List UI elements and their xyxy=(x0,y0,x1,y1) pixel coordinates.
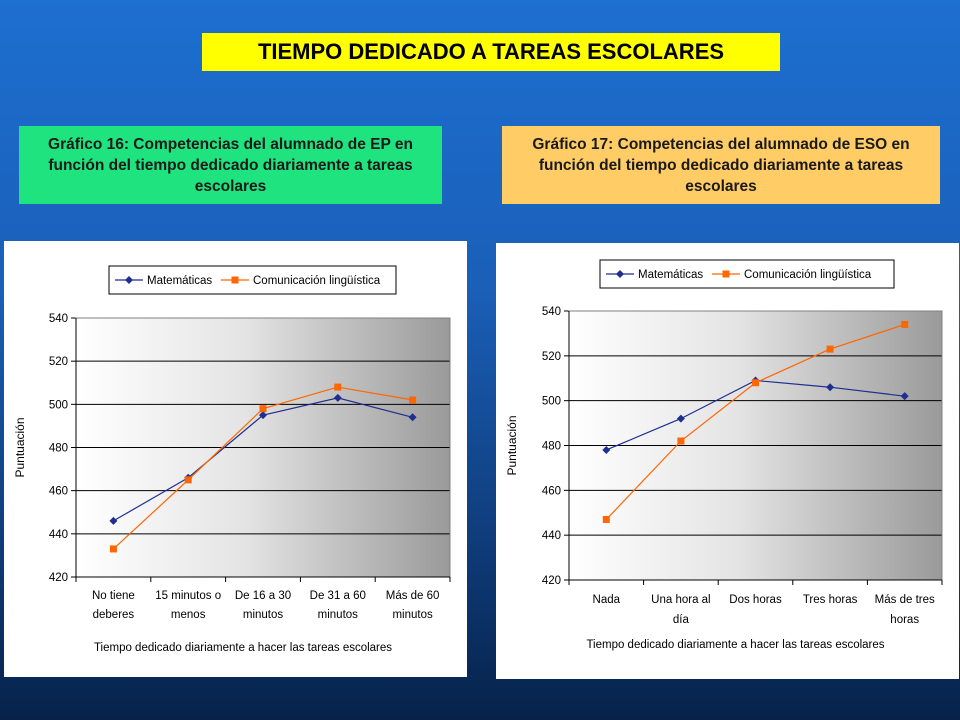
x-tick-label: menos xyxy=(171,609,206,621)
x-tick-label: deberes xyxy=(93,609,135,621)
chart-16-caption: Gráfico 16: Competencias del alumnado de… xyxy=(19,126,442,204)
x-tick-label: Una hora al xyxy=(651,594,710,606)
y-tick-label: 480 xyxy=(542,441,561,453)
y-tick-label: 500 xyxy=(49,399,68,411)
data-point-comunicacion xyxy=(901,320,909,328)
page-title: TIEMPO DEDICADO A TAREAS ESCOLARES xyxy=(202,33,780,71)
y-axis-label: Puntuación xyxy=(13,417,27,477)
y-tick-label: 540 xyxy=(542,306,561,318)
x-tick-label: 15 minutos o xyxy=(155,590,221,602)
data-point-matematicas xyxy=(109,516,118,525)
data-point-matematicas xyxy=(259,411,267,420)
y-axis-label: Puntuación xyxy=(505,415,519,475)
legend xyxy=(599,259,895,289)
legend-label-comunicacion: Comunicación lingüística xyxy=(744,269,872,281)
data-point-comunicacion xyxy=(677,437,685,445)
x-tick-label: Dos horas xyxy=(729,594,782,606)
chart-16-panel: 420 440 460 480 500 520 540 No tiene deberes 15 m… xyxy=(4,241,467,677)
x-axis-label: Tiempo dedicado diariamente a hacer las … xyxy=(94,642,392,654)
x-tick-label: minutos xyxy=(392,609,433,621)
chart-17-panel: 420 440 460 480 500 520 540 Nada Una hora al día D… xyxy=(496,243,959,679)
legend-marker-matematicas xyxy=(616,270,624,278)
x-tick-label: Nada xyxy=(593,594,621,606)
legend-marker-matematicas xyxy=(125,276,133,284)
y-tick-label: 520 xyxy=(49,356,68,368)
data-point-matematicas xyxy=(900,392,909,401)
y-tick-label: 420 xyxy=(542,575,561,587)
legend-marker-comunicacion xyxy=(231,276,239,284)
x-tick-label: Tres horas xyxy=(803,594,858,606)
x-tick-label: No tiene xyxy=(92,590,135,602)
x-tick-label: Más de tres xyxy=(875,594,935,606)
data-point-comunicacion xyxy=(826,345,834,353)
data-point-comunicacion xyxy=(409,396,417,404)
legend-label-matematicas: Matemáticas xyxy=(147,275,212,287)
data-point-comunicacion xyxy=(259,405,267,413)
chart-17: 420 440 460 480 500 520 540 Nada Una hora al día D… xyxy=(505,259,943,651)
data-point-matematicas xyxy=(333,393,342,402)
data-point-matematicas xyxy=(408,413,417,422)
legend-label-matematicas: Matemáticas xyxy=(638,269,703,281)
x-tick-label: Más de 60 xyxy=(386,590,440,602)
x-tick-label: De 31 a 60 xyxy=(310,590,366,602)
chart-16: 420 440 460 480 500 520 540 No tiene deberes 15 m… xyxy=(13,265,451,654)
y-tick-label: 420 xyxy=(49,572,68,584)
y-tick-label: 520 xyxy=(542,351,561,363)
data-point-matematicas xyxy=(676,414,685,423)
data-point-comunicacion xyxy=(184,476,192,484)
x-axis-label: Tiempo dedicado diariamente a hacer las … xyxy=(586,639,884,651)
x-tick-label: minutos xyxy=(243,609,284,621)
y-tick-label: 480 xyxy=(49,443,68,455)
y-tick-label: 540 xyxy=(49,313,68,325)
data-point-matematicas xyxy=(826,383,835,392)
x-tick-label: día xyxy=(673,614,690,626)
data-point-comunicacion xyxy=(752,379,759,387)
data-point-comunicacion xyxy=(334,383,342,391)
x-tick-label: De 16 a 30 xyxy=(235,590,291,602)
legend xyxy=(108,265,397,295)
y-tick-label: 440 xyxy=(542,530,561,542)
y-tick-label: 460 xyxy=(542,485,561,497)
data-point-comunicacion xyxy=(109,545,117,553)
legend-marker-comunicacion xyxy=(722,270,730,278)
legend-label-comunicacion: Comunicación lingüística xyxy=(253,275,381,287)
x-tick-label: minutos xyxy=(318,609,359,621)
y-tick-label: 440 xyxy=(49,529,68,541)
y-tick-label: 460 xyxy=(49,486,68,498)
data-point-comunicacion xyxy=(602,515,610,523)
y-tick-label: 500 xyxy=(542,396,561,408)
data-point-matematicas xyxy=(602,445,611,454)
chart-17-caption: Gráfico 17: Competencias del alumnado de… xyxy=(502,126,940,204)
x-tick-label: horas xyxy=(890,614,919,626)
